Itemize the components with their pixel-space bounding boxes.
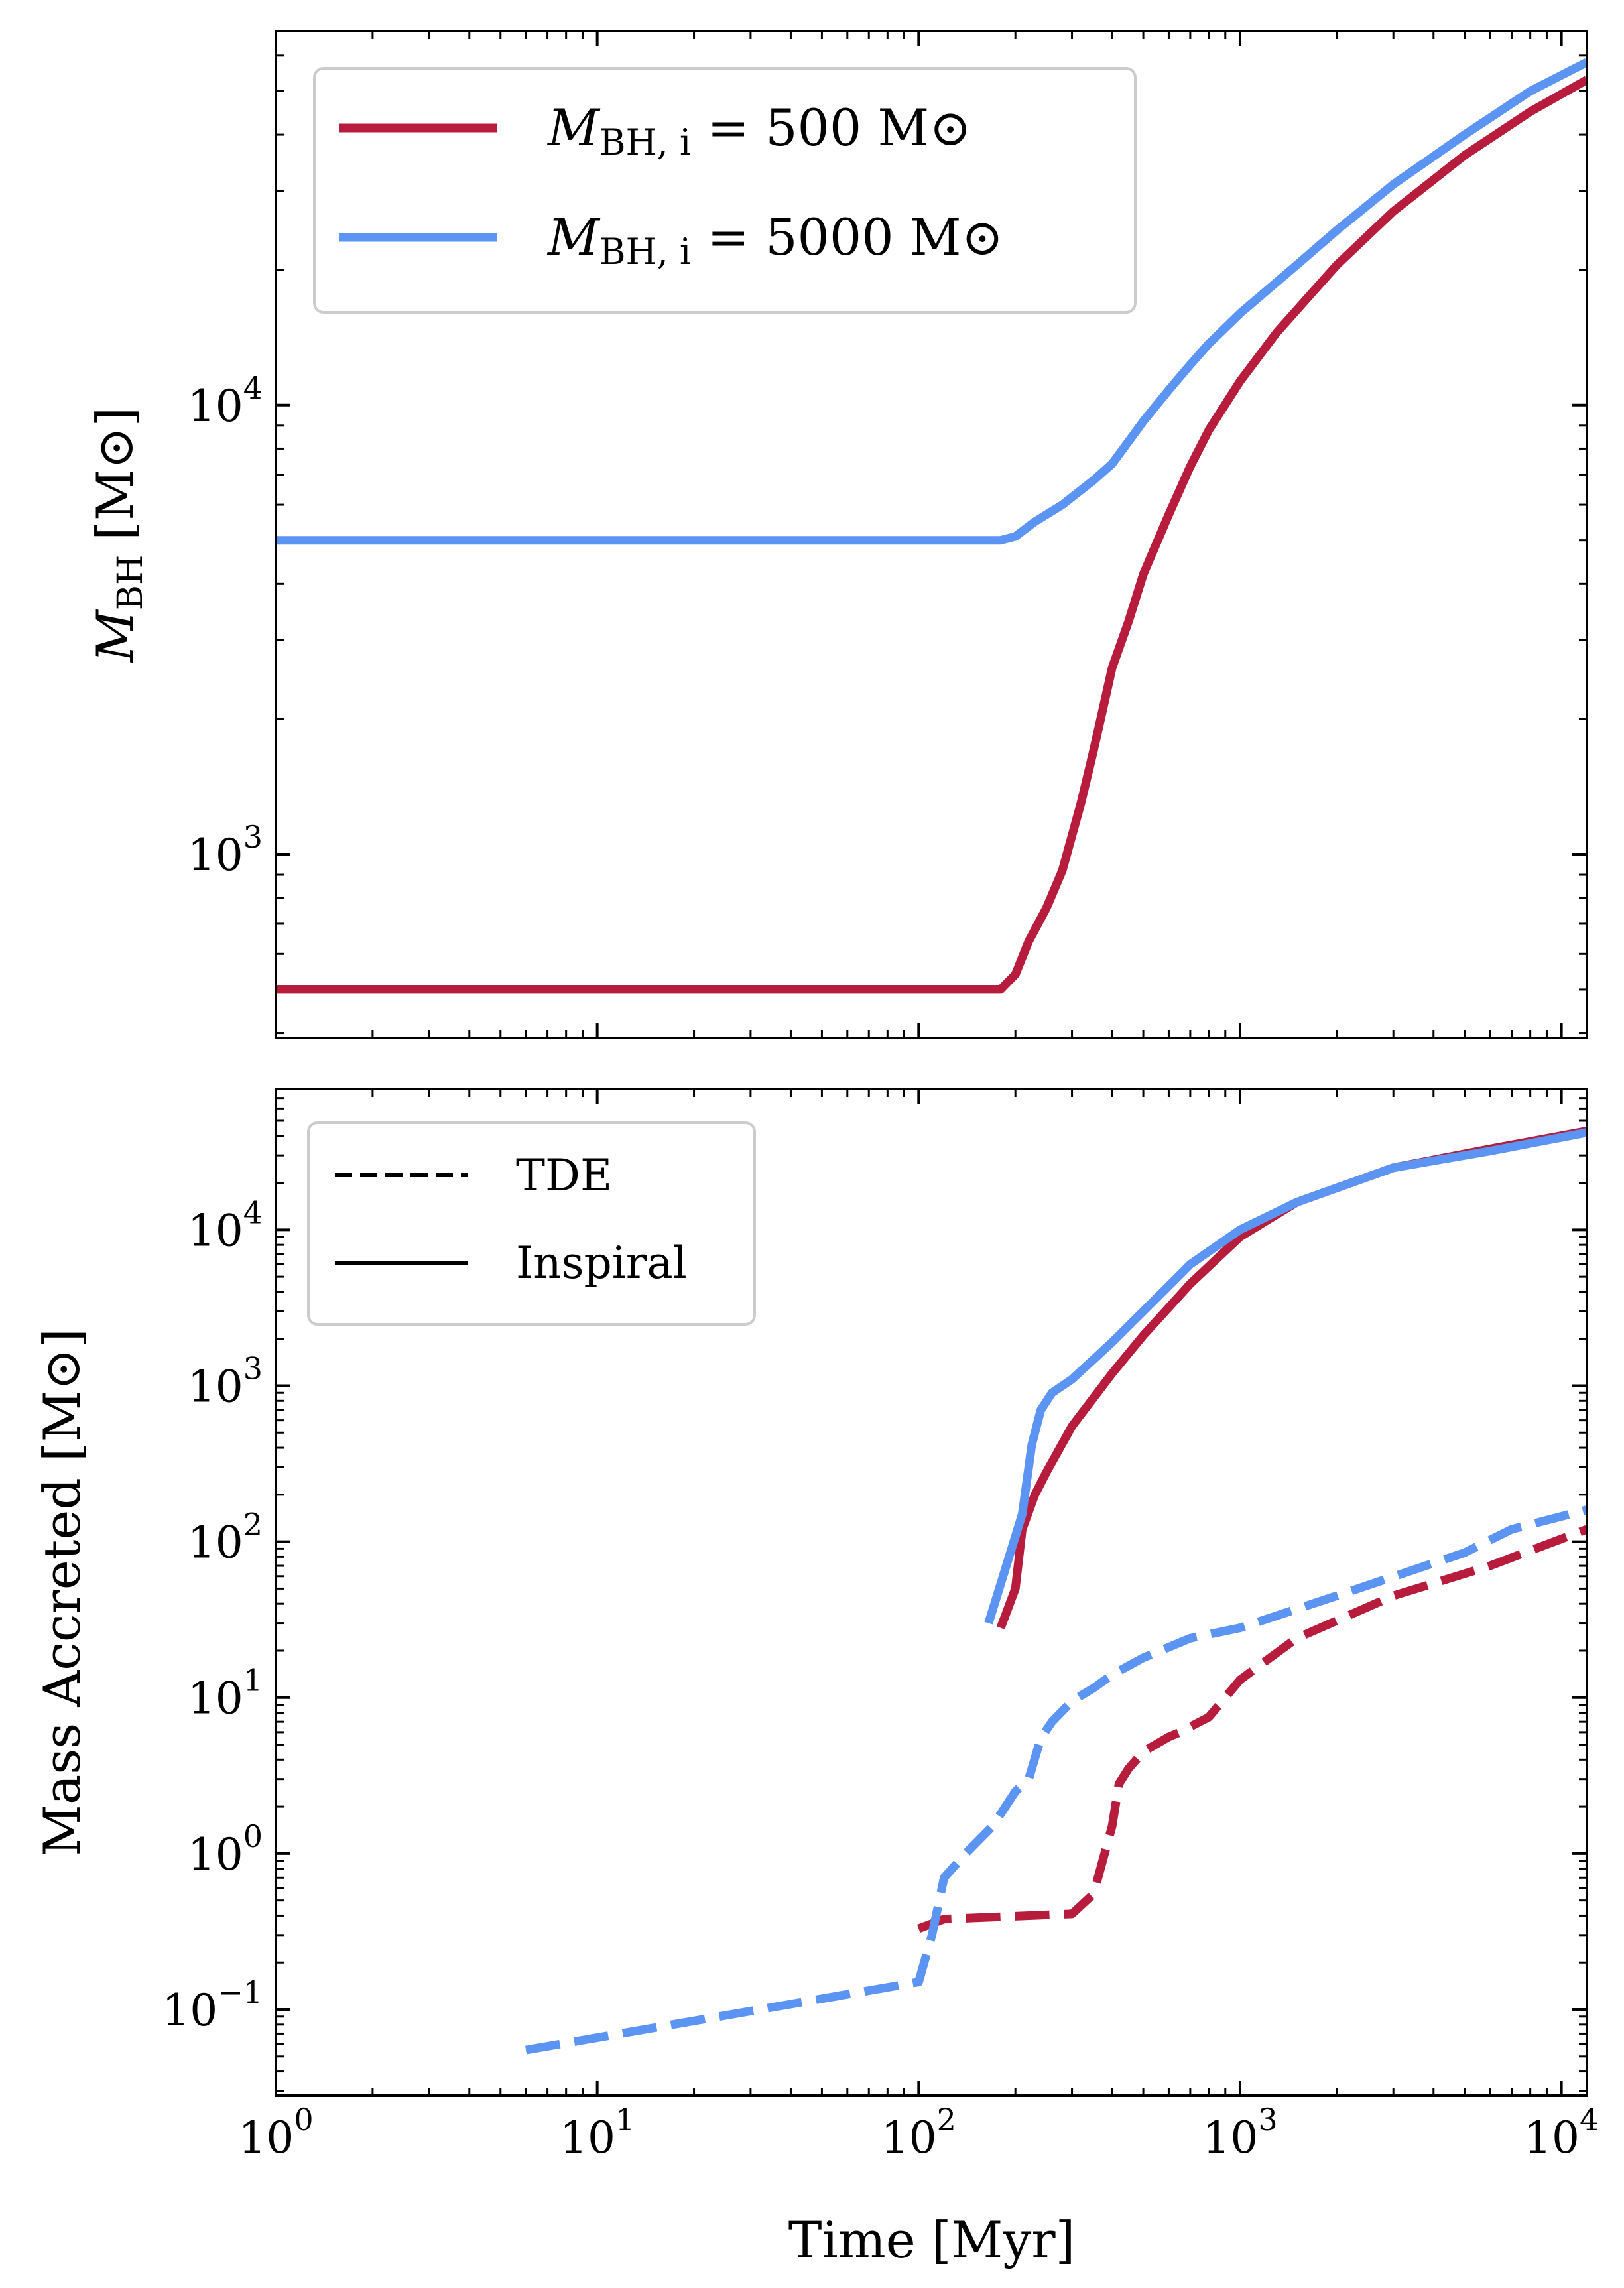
legend-label-500: MBH, i = 500 M⊙ <box>546 98 971 163</box>
ytick-label: 103 <box>188 819 263 881</box>
top-plot-frame <box>275 30 1588 1039</box>
legend-label-5000: MBH, i = 5000 M⊙ <box>546 208 1003 273</box>
bottom-ytick-labels: 10−1 100 101 102 103 104 <box>162 1194 263 2036</box>
xtick-label: 101 <box>560 2102 635 2163</box>
ytick-label: 103 <box>188 1350 263 1412</box>
bottom-ylabel: Mass Accreted [M⊙] <box>32 1328 92 1856</box>
xtick-label: 102 <box>881 2102 956 2163</box>
ytick-label: 102 <box>188 1507 263 1568</box>
mbh-panel: 103 104 MBH[M⊙] MBH, i = 500 M⊙ MBH, i = … <box>86 30 1588 1039</box>
series-line-0-0 <box>276 76 1587 994</box>
top-legend: MBH, i = 500 M⊙ MBH, i = 5000 M⊙ <box>313 67 1137 314</box>
legend-label-tde: TDE <box>516 1150 612 1201</box>
mass-accreted-panel: 10−1 100 101 102 103 104 100 101 102 103 104 Mass… <box>32 1088 1599 2269</box>
top-ytick-labels: 103 104 <box>188 370 263 881</box>
bottom-legend: TDE Inspiral <box>307 1121 756 1326</box>
top-legend-box <box>313 67 1137 314</box>
ytick-label: 104 <box>188 370 263 432</box>
xtick-label: 100 <box>238 2102 313 2163</box>
top-ylabel: MBH[M⊙] <box>86 407 151 663</box>
series-line-1-1 <box>525 1505 1587 2055</box>
bottom-xtick-labels: 100 101 102 103 104 <box>238 2102 1599 2163</box>
xtick-label: 104 <box>1524 2102 1599 2163</box>
bottom-xlabel: Time [Myr] <box>788 2210 1076 2269</box>
bottom-series-group <box>525 1127 1587 2055</box>
series-line-0-1 <box>276 58 1587 545</box>
top-series-group <box>276 58 1587 994</box>
series-line-1-3 <box>984 1128 1587 1625</box>
ytick-label: 100 <box>188 1818 263 1880</box>
ytick-label: 101 <box>188 1663 263 1724</box>
xtick-label: 103 <box>1202 2102 1277 2163</box>
ytick-label: 10−1 <box>162 1974 263 2036</box>
ytick-label: 104 <box>188 1194 263 1256</box>
legend-label-inspiral: Inspiral <box>516 1238 687 1289</box>
bottom-plot-frame <box>275 1088 1588 2097</box>
series-line-1-0 <box>917 1525 1587 1933</box>
